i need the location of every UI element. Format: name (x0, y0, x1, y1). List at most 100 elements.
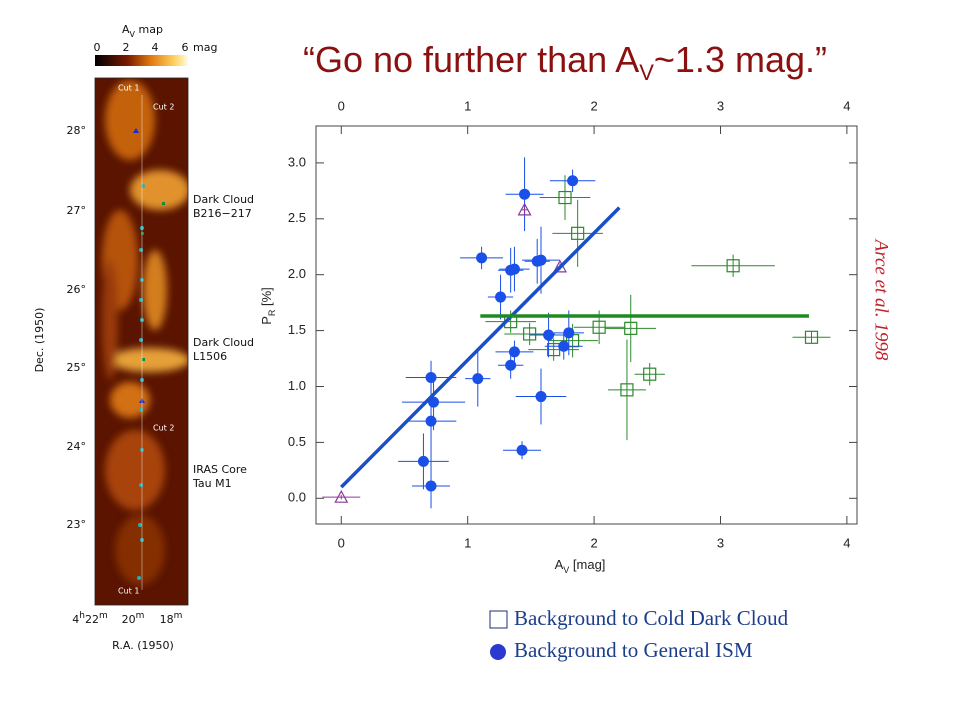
x-axis-label: AV [mag] (555, 557, 606, 575)
point (558, 340, 570, 352)
colorbar-tick: 2 (123, 41, 130, 54)
y-tick-label: 0.0 (288, 490, 306, 505)
x-tick-label-top: 1 (464, 98, 471, 113)
y-tick-label: 1.0 (288, 378, 306, 393)
text-part: h (79, 611, 85, 621)
point (535, 391, 547, 403)
text-part: A (122, 23, 130, 36)
y-tick-label: 3.0 (288, 154, 306, 169)
text-part: 20 (122, 613, 136, 626)
point (558, 190, 572, 205)
ra-label: R.A. (1950) (112, 639, 174, 652)
text-part: 22 (85, 613, 99, 626)
map-annotation: B216−217 (193, 207, 252, 220)
text-part: 4 (72, 613, 79, 626)
x-tick-label-top: 3 (717, 98, 724, 113)
point (624, 321, 638, 335)
point (643, 367, 657, 381)
x-tick-label: 1 (464, 535, 471, 550)
ra-tick: 4h22m (72, 611, 108, 627)
colorbar (95, 55, 188, 66)
point (519, 188, 531, 200)
text-part: “Go no further than A (303, 39, 639, 80)
point (472, 373, 484, 385)
dec-label: Dec. (1950) (33, 308, 46, 373)
dec-tick: 28° (67, 124, 87, 137)
x-tick-label: 2 (590, 535, 597, 550)
map-annotation: Cut 2 (153, 103, 174, 112)
text-part: map (135, 23, 163, 36)
map-annotation: Cut 2 (153, 424, 174, 433)
map-annotation: Dark Cloud (193, 336, 254, 349)
point (425, 415, 437, 427)
point (334, 489, 349, 503)
credit: Arce et al. 1998 (871, 238, 892, 361)
legend-marker (490, 644, 506, 660)
point (508, 263, 520, 275)
y-tick-label: 2.0 (288, 266, 306, 281)
extinction-map (95, 78, 188, 605)
y-axis-label: PR [%] (259, 287, 277, 325)
text-part: V (563, 565, 569, 575)
point (535, 254, 547, 266)
x-tick-label: 4 (843, 535, 850, 550)
text-part: m (99, 611, 108, 621)
colorbar-tick: 4 (152, 41, 159, 54)
point (620, 383, 634, 397)
map-annotation: Tau M1 (192, 477, 232, 490)
colorbar-tick: 0 (94, 41, 101, 54)
text-part: P (259, 316, 274, 325)
dec-tick: 25° (67, 361, 87, 374)
legend-marker (489, 610, 508, 629)
legend-label: Background to Cold Dark Cloud (514, 606, 789, 630)
ra-tick: 18m (160, 611, 183, 627)
dec-tick: 24° (67, 440, 87, 453)
text-part: 18 (160, 613, 174, 626)
x-tick-label-top: 0 (338, 98, 345, 113)
fit-line (340, 206, 621, 489)
text-part: R (267, 309, 277, 316)
point (563, 327, 575, 339)
text-part: [%] (259, 287, 274, 309)
text-part: A (555, 557, 564, 572)
x-tick-label: 3 (717, 535, 724, 550)
x-tick-label-top: 2 (590, 98, 597, 113)
point (505, 359, 517, 371)
text-part: V (639, 60, 654, 85)
text-part: m (174, 611, 183, 621)
point (417, 455, 429, 467)
text-part: [mag] (569, 557, 605, 572)
plot-frame (315, 125, 858, 525)
map-annotation: Cut 1 (118, 84, 139, 93)
point (508, 346, 520, 358)
x-tick-label-top: 4 (843, 98, 850, 113)
slide-title: “Go no further than AV~1.3 mag.” (303, 39, 827, 86)
y-tick-label: 1.5 (288, 322, 306, 337)
dec-tick: 27° (67, 204, 87, 217)
map-annotation: L1506 (193, 350, 227, 363)
point (592, 320, 606, 334)
point (516, 444, 528, 456)
point (425, 480, 437, 492)
legend-label: Background to General ISM (514, 638, 753, 662)
point (425, 372, 437, 384)
dec-tick: 23° (67, 518, 87, 531)
colorbar-unit: mag (193, 41, 217, 54)
point (523, 327, 537, 341)
point (571, 226, 585, 240)
point (543, 329, 555, 341)
y-tick-label: 0.5 (288, 434, 306, 449)
point (804, 330, 819, 344)
colorbar-tick: 6 (182, 41, 189, 54)
dec-tick: 26° (67, 283, 87, 296)
point (567, 175, 579, 187)
ra-tick: 20m (122, 611, 145, 627)
text-part: m (136, 611, 145, 621)
text-part: V (130, 30, 136, 39)
point (476, 252, 488, 264)
y-tick-label: 2.5 (288, 210, 306, 225)
text-part: ~1.3 mag.” (654, 39, 827, 80)
point (517, 202, 532, 216)
x-tick-label: 0 (338, 535, 345, 550)
